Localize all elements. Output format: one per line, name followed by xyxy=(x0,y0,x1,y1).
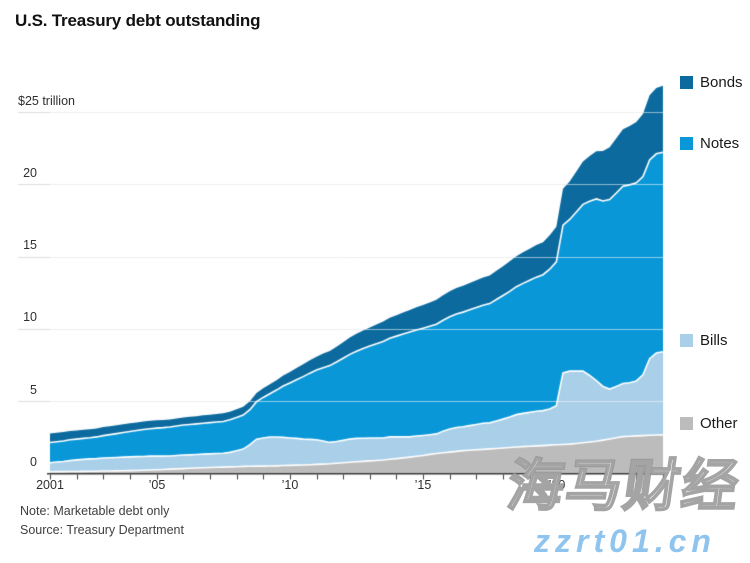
x-axis-label-05: ’05 xyxy=(148,478,166,492)
x-axis-label-15: ’15 xyxy=(414,478,432,492)
legend-item-bonds: Bonds xyxy=(680,73,743,91)
x-axis-label-2001: 2001 xyxy=(36,478,64,492)
bonds-legend-swatch xyxy=(680,75,693,89)
source-text: Source: Treasury Department xyxy=(20,523,184,537)
watermark-url-text: zzrt01.cn xyxy=(534,523,716,559)
y-axis-label-20: 20 xyxy=(23,166,37,180)
y-axis-label-5: 5 xyxy=(30,383,37,397)
bills-legend-label: Bills xyxy=(700,331,728,349)
watermark-chinese-text: 海马财经 xyxy=(503,453,746,518)
y-axis-label-15: 15 xyxy=(23,238,37,252)
legend-item-notes: Notes xyxy=(680,134,740,152)
y-axis-label-0: 0 xyxy=(30,455,37,469)
x-axis-label-20: ’20 xyxy=(548,478,566,492)
notes-legend-swatch xyxy=(680,136,693,150)
other-legend-swatch xyxy=(680,416,693,430)
y-axis-label-25-trillion: $25 trillion xyxy=(18,94,75,108)
notes-legend-label: Notes xyxy=(700,134,740,152)
note-text: Note: Marketable debt only xyxy=(20,504,170,518)
bonds-legend-label: Bonds xyxy=(700,73,743,91)
bills-legend-swatch xyxy=(680,333,693,347)
page-title: U.S. Treasury debt outstanding xyxy=(15,11,261,30)
y-axis-label-10: 10 xyxy=(23,310,37,324)
x-axis-label-10: ’10 xyxy=(281,478,299,492)
other-legend-label: Other xyxy=(700,414,738,432)
legend-item-other: Other xyxy=(680,414,738,432)
legend-item-bills: Bills xyxy=(680,331,728,349)
